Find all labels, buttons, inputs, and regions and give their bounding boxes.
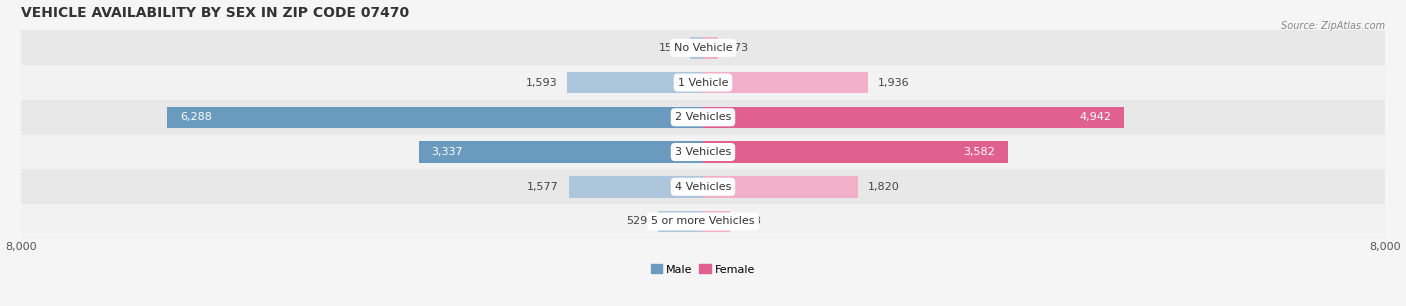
Text: 1,577: 1,577 bbox=[527, 182, 558, 192]
Text: 1 Vehicle: 1 Vehicle bbox=[678, 77, 728, 88]
Text: 529: 529 bbox=[627, 217, 648, 226]
Text: 1,820: 1,820 bbox=[869, 182, 900, 192]
Text: 173: 173 bbox=[728, 43, 749, 53]
Bar bbox=[703, 176, 858, 198]
Text: 6,288: 6,288 bbox=[180, 112, 212, 122]
Text: 3 Vehicles: 3 Vehicles bbox=[675, 147, 731, 157]
Text: 313: 313 bbox=[740, 217, 761, 226]
Bar bbox=[703, 211, 730, 232]
Bar bbox=[568, 176, 703, 198]
Bar bbox=[658, 211, 703, 232]
Text: 1,936: 1,936 bbox=[879, 77, 910, 88]
Legend: Male, Female: Male, Female bbox=[647, 260, 759, 279]
Text: 1,593: 1,593 bbox=[526, 77, 557, 88]
Bar bbox=[703, 37, 717, 58]
Bar bbox=[567, 72, 703, 93]
Bar bbox=[21, 135, 1385, 170]
Text: Source: ZipAtlas.com: Source: ZipAtlas.com bbox=[1281, 21, 1385, 32]
Text: 3,582: 3,582 bbox=[963, 147, 995, 157]
Bar bbox=[703, 72, 868, 93]
Bar bbox=[21, 100, 1385, 135]
Bar bbox=[21, 204, 1385, 239]
Bar bbox=[167, 106, 703, 128]
Bar bbox=[419, 141, 703, 163]
Text: 2 Vehicles: 2 Vehicles bbox=[675, 112, 731, 122]
Bar bbox=[703, 141, 1008, 163]
Bar bbox=[690, 37, 703, 58]
Text: 4,942: 4,942 bbox=[1080, 112, 1111, 122]
Text: VEHICLE AVAILABILITY BY SEX IN ZIP CODE 07470: VEHICLE AVAILABILITY BY SEX IN ZIP CODE … bbox=[21, 6, 409, 20]
Bar bbox=[21, 30, 1385, 65]
Text: 3,337: 3,337 bbox=[432, 147, 463, 157]
Text: 4 Vehicles: 4 Vehicles bbox=[675, 182, 731, 192]
Bar bbox=[21, 65, 1385, 100]
Bar bbox=[21, 170, 1385, 204]
Text: 5 or more Vehicles: 5 or more Vehicles bbox=[651, 217, 755, 226]
Text: 154: 154 bbox=[658, 43, 679, 53]
Text: No Vehicle: No Vehicle bbox=[673, 43, 733, 53]
Bar bbox=[703, 106, 1123, 128]
